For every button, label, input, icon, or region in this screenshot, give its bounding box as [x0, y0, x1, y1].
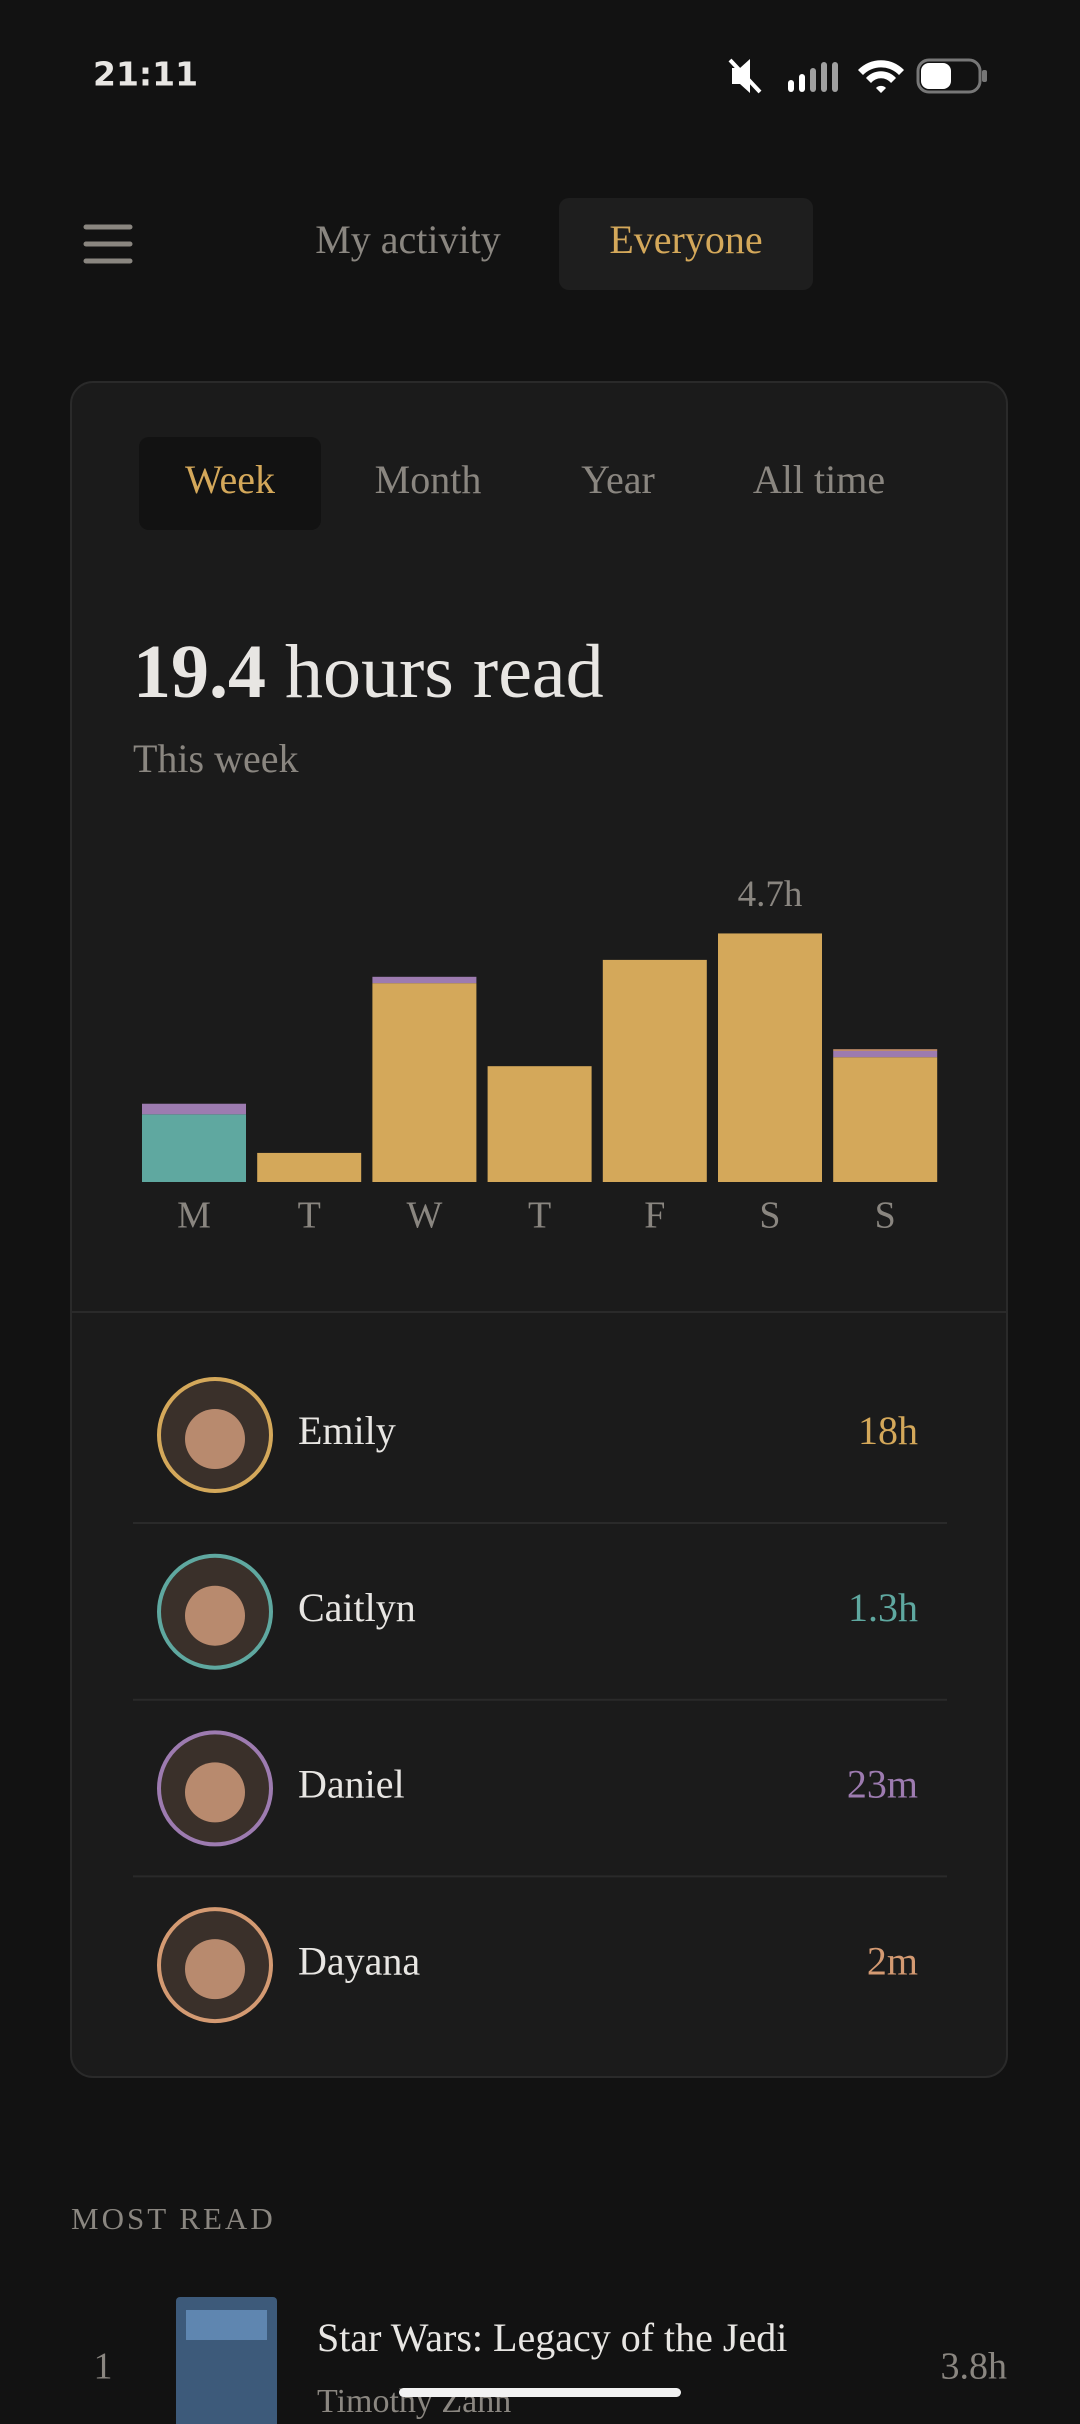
bar-segment: [602, 959, 707, 1182]
x-tick-label: M: [177, 1195, 211, 1237]
avatar-face: [185, 1939, 245, 2000]
x-tick-label: T: [528, 1195, 551, 1237]
avatar-face: [185, 1585, 245, 1646]
book-title: Star Wars: Legacy of the Jedi: [317, 2315, 787, 2360]
bar-segment: [833, 1057, 938, 1182]
bar-segment: [257, 1152, 362, 1182]
user-time: 23m: [847, 1762, 918, 1807]
summary-period: This week: [133, 736, 299, 781]
bar-value-label: 4.7h: [738, 874, 803, 915]
summary-headline: 19.4 hours read: [133, 630, 604, 714]
user-name: Daniel: [298, 1762, 405, 1807]
status-icons: [728, 58, 987, 94]
summary-value: 19.4: [133, 630, 266, 714]
x-tick-label: F: [644, 1195, 665, 1237]
user-name: Emily: [298, 1408, 396, 1453]
leaderboard-row[interactable]: Emily 18h: [157, 1377, 918, 1493]
book-cover-art: [186, 2310, 267, 2340]
bar-segment: [487, 1066, 592, 1182]
user-time: 2m: [867, 1938, 918, 1983]
x-tick-label: W: [406, 1195, 442, 1237]
bar-segment: [142, 1103, 246, 1115]
leaderboard-row[interactable]: Caitlyn 1.3h: [157, 1553, 918, 1670]
card: [70, 381, 1008, 2078]
nav-tab-pill: [559, 198, 813, 290]
x-tick-label: S: [875, 1195, 896, 1237]
x-tick-label: S: [759, 1195, 780, 1237]
leaderboard-row[interactable]: Dayana 2m: [157, 1907, 918, 2024]
avatar-face: [185, 1762, 245, 1823]
period-tab[interactable]: All time: [753, 457, 885, 502]
book-time: 3.8h: [941, 2346, 1008, 2388]
bar-segment: [718, 933, 822, 1182]
nav-tab[interactable]: Everyone: [609, 217, 762, 262]
book-rank: 1: [94, 2346, 113, 2388]
bar-segment: [372, 983, 477, 1182]
user-name: Dayana: [298, 1938, 420, 1983]
period-tab[interactable]: Week: [185, 457, 275, 502]
x-tick-label: T: [298, 1195, 321, 1237]
period-tab-pill: [139, 437, 321, 530]
home-indicator: [399, 2388, 681, 2397]
status-time: 21:11: [93, 55, 198, 94]
bar-segment: [833, 1050, 938, 1058]
avatar-face: [185, 1409, 245, 1469]
summary-unit: hours read: [285, 630, 604, 714]
user-name: Caitlyn: [298, 1585, 416, 1630]
nav-tab[interactable]: My activity: [315, 217, 501, 262]
bar-segment: [833, 1049, 938, 1051]
user-time: 18h: [858, 1408, 918, 1453]
bar-segment: [142, 1114, 246, 1182]
leaderboard-row[interactable]: Daniel 23m: [157, 1730, 918, 1847]
menu-button[interactable]: [83, 224, 133, 264]
period-tab[interactable]: Year: [581, 457, 655, 502]
bar-segment: [372, 976, 477, 984]
user-time: 1.3h: [848, 1585, 918, 1630]
section-heading: MOST READ: [71, 2201, 276, 2236]
period-tab[interactable]: Month: [375, 457, 482, 502]
